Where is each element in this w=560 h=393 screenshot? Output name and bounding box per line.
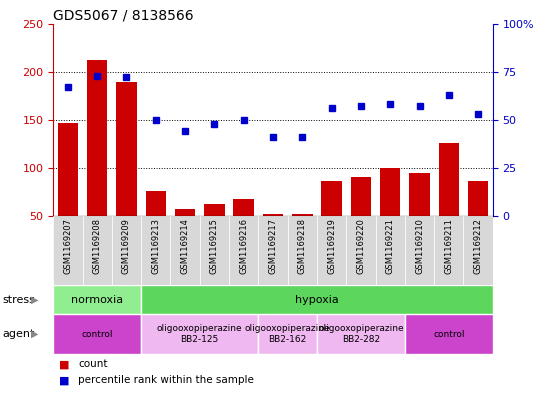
Text: oligooxopiperazine
BB2-125: oligooxopiperazine BB2-125	[157, 324, 242, 344]
Bar	[87, 60, 108, 216]
Bar	[258, 314, 317, 354]
Text: GSM1169209: GSM1169209	[122, 218, 131, 274]
Bar	[317, 216, 346, 285]
Text: ▶: ▶	[31, 295, 38, 305]
Text: control: control	[81, 330, 113, 338]
Text: GSM1169220: GSM1169220	[356, 218, 366, 274]
Bar	[380, 168, 400, 216]
Bar	[438, 143, 459, 216]
Text: agent: agent	[3, 329, 35, 339]
Bar	[204, 204, 225, 216]
Bar	[346, 216, 376, 285]
Bar	[58, 123, 78, 216]
Text: GSM1169218: GSM1169218	[298, 218, 307, 274]
Bar	[146, 191, 166, 216]
Bar	[351, 177, 371, 216]
Bar	[141, 216, 170, 285]
Text: GSM1169216: GSM1169216	[239, 218, 248, 274]
Text: GSM1169214: GSM1169214	[180, 218, 190, 274]
Bar	[234, 199, 254, 216]
Text: GDS5067 / 8138566: GDS5067 / 8138566	[53, 9, 194, 23]
Bar	[200, 216, 229, 285]
Text: control: control	[433, 330, 465, 338]
Bar	[53, 285, 141, 314]
Bar	[53, 216, 82, 285]
Text: percentile rank within the sample: percentile rank within the sample	[78, 375, 254, 385]
Text: GSM1169208: GSM1169208	[92, 218, 102, 274]
Bar	[405, 216, 434, 285]
Text: GSM1169212: GSM1169212	[474, 218, 483, 274]
Text: GSM1169213: GSM1169213	[151, 218, 160, 274]
Text: GSM1169219: GSM1169219	[327, 218, 336, 274]
Bar	[141, 285, 493, 314]
Text: GSM1169211: GSM1169211	[444, 218, 454, 274]
Bar	[321, 182, 342, 216]
Bar	[170, 216, 200, 285]
Bar	[409, 173, 430, 216]
Text: oligooxopiperazine
BB2-162: oligooxopiperazine BB2-162	[245, 324, 330, 344]
Bar	[434, 216, 464, 285]
Bar	[53, 314, 141, 354]
Bar	[116, 82, 137, 216]
Bar	[229, 216, 258, 285]
Bar	[141, 314, 258, 354]
Text: normoxia: normoxia	[71, 295, 123, 305]
Bar	[317, 314, 405, 354]
Bar	[258, 216, 288, 285]
Text: ▶: ▶	[31, 329, 38, 339]
Bar	[82, 216, 112, 285]
Bar	[175, 209, 195, 216]
Text: ■: ■	[59, 359, 69, 369]
Text: stress: stress	[3, 295, 36, 305]
Text: oligooxopiperazine
BB2-282: oligooxopiperazine BB2-282	[318, 324, 404, 344]
Text: GSM1169221: GSM1169221	[386, 218, 395, 274]
Bar	[464, 216, 493, 285]
Text: hypoxia: hypoxia	[295, 295, 339, 305]
Bar	[288, 216, 317, 285]
Bar	[376, 216, 405, 285]
Text: ■: ■	[59, 375, 69, 385]
Text: GSM1169215: GSM1169215	[210, 218, 219, 274]
Bar	[405, 314, 493, 354]
Bar	[263, 214, 283, 216]
Text: GSM1169210: GSM1169210	[415, 218, 424, 274]
Bar	[292, 214, 312, 216]
Text: count: count	[78, 359, 108, 369]
Bar	[468, 182, 488, 216]
Text: GSM1169207: GSM1169207	[63, 218, 72, 274]
Text: GSM1169217: GSM1169217	[268, 218, 278, 274]
Bar	[112, 216, 141, 285]
